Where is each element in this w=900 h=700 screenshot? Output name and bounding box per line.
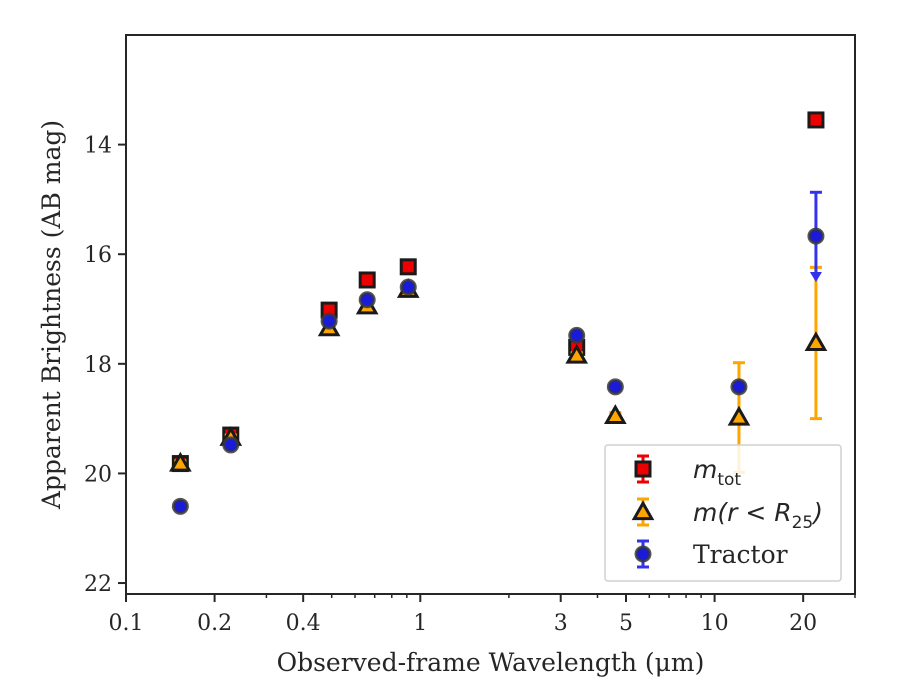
legend-label: mtot xyxy=(693,455,741,490)
m_r25-point xyxy=(804,265,828,421)
x-tick-label: 10 xyxy=(701,611,729,636)
legend-label-close: ) xyxy=(811,498,823,527)
circle-marker xyxy=(320,312,338,330)
tractor-point xyxy=(399,278,417,296)
legend-label-main: m(r < R xyxy=(693,498,792,527)
plot-frame xyxy=(125,34,856,595)
circle-marker xyxy=(634,545,652,563)
legend-label-sub: 25 xyxy=(792,513,814,533)
tractor-point xyxy=(171,497,189,515)
tractor-point xyxy=(358,291,376,309)
circle-marker xyxy=(222,436,240,454)
square-marker xyxy=(399,258,417,276)
circle-marker xyxy=(399,278,417,296)
y-tick-label: 16 xyxy=(84,243,112,268)
legend-label: Tractor xyxy=(693,540,788,569)
y-tick-label: 14 xyxy=(84,134,112,159)
circle-marker xyxy=(606,378,624,396)
y-tick-label: 18 xyxy=(84,353,112,378)
series-tractor xyxy=(171,190,825,515)
triangle-marker xyxy=(565,343,589,364)
legend-label: m(r < R25) xyxy=(693,498,823,533)
series-mtot xyxy=(171,111,825,473)
square-marker xyxy=(807,111,825,129)
x-tick-label: 20 xyxy=(789,611,817,636)
m_r25-point xyxy=(604,404,627,424)
series-m_r25 xyxy=(169,265,828,474)
legend-entry-mtot: mtot xyxy=(634,454,741,490)
m_r25-point xyxy=(565,343,589,364)
square-marker xyxy=(634,460,652,478)
legend: mtot m(r < R25) Tractor xyxy=(604,444,842,582)
tractor-point xyxy=(320,312,338,330)
tractor-point xyxy=(730,378,748,396)
x-tick-label: 0.2 xyxy=(197,611,232,636)
y-tick-label: 22 xyxy=(84,572,112,597)
legend-entry-tractor: Tractor xyxy=(634,539,788,569)
triangle-marker xyxy=(804,331,828,352)
circle-marker xyxy=(171,497,189,515)
x-tick-label: 0.1 xyxy=(109,611,144,636)
triangle-marker xyxy=(727,405,751,426)
x-tick-label: 0.4 xyxy=(286,611,321,636)
triangle-marker xyxy=(604,404,627,424)
m_r25-point xyxy=(169,451,192,472)
circle-marker xyxy=(730,378,748,396)
mtot-point xyxy=(399,258,417,276)
legend-entry-m_r25: m(r < R25) xyxy=(631,497,823,533)
mtot-point xyxy=(358,271,376,289)
tractor-point xyxy=(606,378,624,396)
circle-marker xyxy=(568,326,586,344)
y-axis: 14 16 18 20 22 xyxy=(84,134,126,597)
y-axis-label: Apparent Brightness (AB mag) xyxy=(37,120,66,510)
x-tick-label: 3 xyxy=(554,611,568,636)
mtot-point xyxy=(807,111,825,129)
x-tick-label: 5 xyxy=(619,611,633,636)
legend-label-main: m xyxy=(693,455,717,484)
x-tick-label: 1 xyxy=(413,611,427,636)
triangle-marker xyxy=(169,451,192,472)
square-marker xyxy=(358,271,376,289)
x-axis: 0.1 0.2 0.4 1 3 5 10 20 xyxy=(109,594,856,636)
legend-label-sub: tot xyxy=(717,470,741,490)
legend-box xyxy=(604,444,842,582)
y-tick-label: 20 xyxy=(84,462,112,487)
upper-limit-arrow xyxy=(809,271,822,282)
tractor-point xyxy=(807,190,825,282)
circle-marker xyxy=(807,227,825,245)
x-axis-label: Observed-frame Wavelength (μm) xyxy=(277,648,705,677)
chart-marks xyxy=(169,111,828,515)
triangle-marker xyxy=(631,500,655,521)
circle-marker xyxy=(358,291,376,309)
tractor-point xyxy=(222,436,240,454)
tractor-point xyxy=(568,326,586,344)
